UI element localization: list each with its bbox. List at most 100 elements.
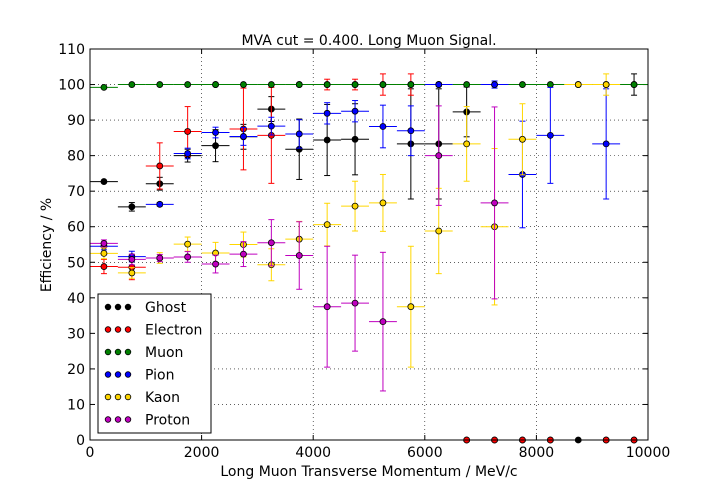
marker — [463, 81, 471, 88]
kaon-point — [313, 202, 342, 247]
pion-point — [229, 127, 258, 146]
marker — [323, 303, 331, 311]
muon-point — [257, 81, 286, 88]
y-axis-label: Efficiency / % — [39, 198, 55, 292]
proton-point — [90, 239, 118, 248]
pion-point — [257, 116, 286, 136]
marker — [546, 131, 554, 139]
kaon-point — [452, 106, 481, 182]
marker — [546, 81, 554, 88]
marker — [351, 135, 359, 143]
marker — [379, 318, 387, 326]
muon-point — [452, 81, 481, 88]
muon-point — [313, 81, 342, 88]
marker — [240, 250, 247, 258]
proton-point — [117, 253, 146, 266]
legend-marker — [114, 371, 122, 378]
kaon-point — [117, 267, 146, 279]
marker — [267, 239, 275, 247]
legend-marker — [114, 326, 122, 333]
marker — [323, 109, 331, 117]
legend: Ghost Electron Muon Pion Kaon Proton — [97, 293, 212, 434]
marker — [267, 122, 275, 130]
marker — [435, 152, 443, 160]
marker — [240, 133, 247, 140]
proton-point — [424, 105, 453, 206]
marker — [407, 303, 415, 311]
x-tick-label: 8000 — [519, 445, 555, 461]
axis-ticks: 0 2000 4000 6000 8000 10000 0 10 20 30 40 50 60 70 80 9… — [58, 42, 670, 461]
legend-marker — [114, 416, 122, 423]
legend-marker — [124, 303, 132, 311]
y-tick-label: 50 — [67, 255, 85, 271]
x-tick-label: 0 — [86, 445, 95, 461]
proton-point — [145, 253, 174, 263]
muon-point — [620, 81, 648, 88]
legend-label: Ghost — [145, 300, 187, 316]
kaon-point — [508, 103, 537, 176]
marker — [128, 269, 136, 277]
legend-item-proton: Proton — [104, 413, 190, 429]
marker — [407, 127, 415, 135]
marker — [323, 81, 331, 88]
ghost-point — [117, 202, 146, 212]
proton-point — [480, 106, 509, 300]
y-tick-label: 20 — [67, 362, 85, 378]
marker — [379, 81, 387, 88]
marker — [295, 252, 303, 259]
y-tick-label: 40 — [67, 291, 85, 307]
y-tick-label: 10 — [67, 397, 85, 413]
legend-label: Muon — [145, 345, 183, 361]
marker — [323, 221, 331, 228]
marker — [267, 81, 275, 88]
marker — [602, 140, 610, 148]
x-tick-label: 4000 — [295, 445, 331, 461]
plot-frame — [89, 48, 649, 441]
y-tick-label: 30 — [67, 326, 85, 342]
marker — [351, 107, 359, 115]
y-tick-label: 60 — [67, 220, 85, 236]
marker — [184, 150, 192, 157]
marker — [212, 129, 219, 136]
marker — [323, 136, 331, 144]
marker — [128, 203, 136, 211]
pion-point — [396, 105, 425, 157]
pion-point — [145, 200, 174, 208]
marker — [351, 202, 359, 210]
x-tick-label: 2000 — [184, 445, 220, 461]
marker — [463, 140, 471, 148]
kaon-point — [369, 173, 397, 232]
pion-point — [341, 100, 369, 123]
marker — [184, 128, 192, 135]
marker — [295, 81, 303, 88]
x-tick-label: 6000 — [407, 445, 443, 461]
electron-point — [145, 142, 174, 190]
marker — [100, 263, 108, 270]
legend-marker — [124, 393, 132, 401]
y-tick-label: 90 — [67, 113, 85, 129]
y-tick-label: 70 — [67, 184, 85, 200]
legend-item-ghost: Ghost — [104, 300, 187, 316]
kaon-point — [201, 241, 230, 265]
marker — [435, 81, 443, 88]
pion-point — [369, 104, 397, 149]
proton-point — [285, 221, 314, 290]
legend-marker — [124, 371, 132, 378]
legend-label: Kaon — [145, 390, 180, 406]
marker — [100, 249, 108, 257]
marker — [100, 240, 108, 247]
kaon-point — [592, 73, 621, 96]
ghost-point — [90, 178, 118, 185]
y-tick-label: 110 — [58, 42, 85, 58]
pion-point — [285, 119, 314, 149]
marker — [602, 81, 610, 88]
x-tick-label: 10000 — [626, 445, 671, 461]
legend-marker — [124, 326, 132, 333]
marker — [435, 227, 443, 235]
muon-point — [341, 81, 369, 88]
chart-title: MVA cut = 0.400. Long Muon Signal. — [241, 33, 496, 49]
marker — [212, 81, 219, 88]
muon-point — [201, 81, 230, 88]
muon-point — [173, 81, 202, 88]
